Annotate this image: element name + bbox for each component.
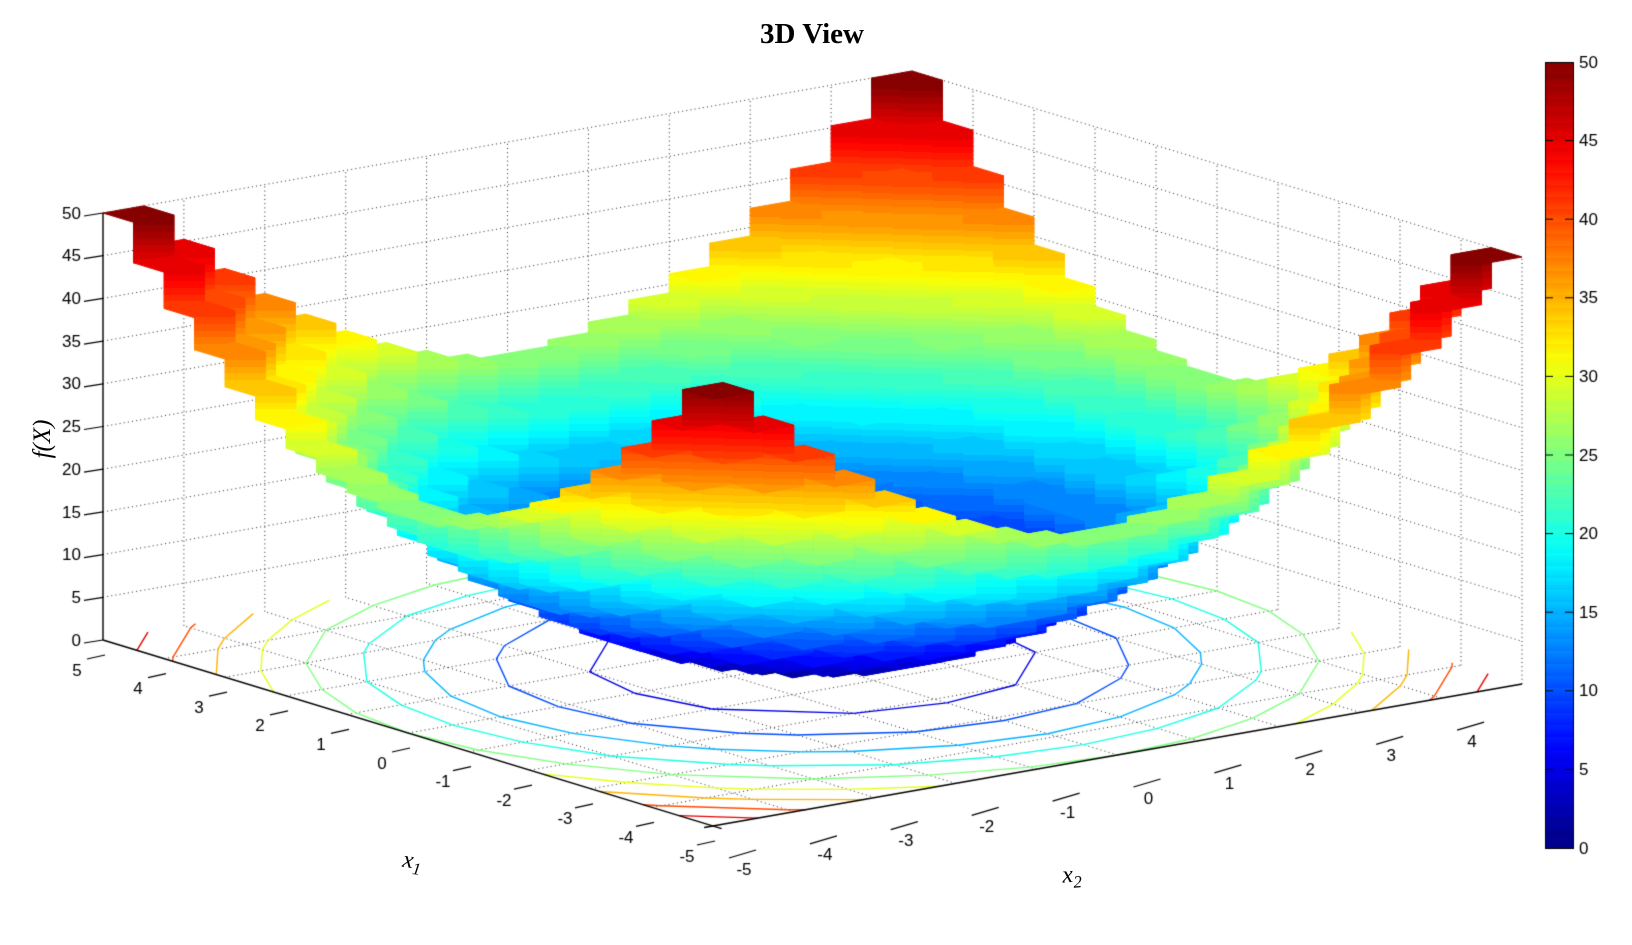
x2-axis-label: x2 [1061, 861, 1083, 892]
z-axis-label: f(X) [29, 419, 56, 459]
plot-title: 3D View [760, 18, 864, 50]
